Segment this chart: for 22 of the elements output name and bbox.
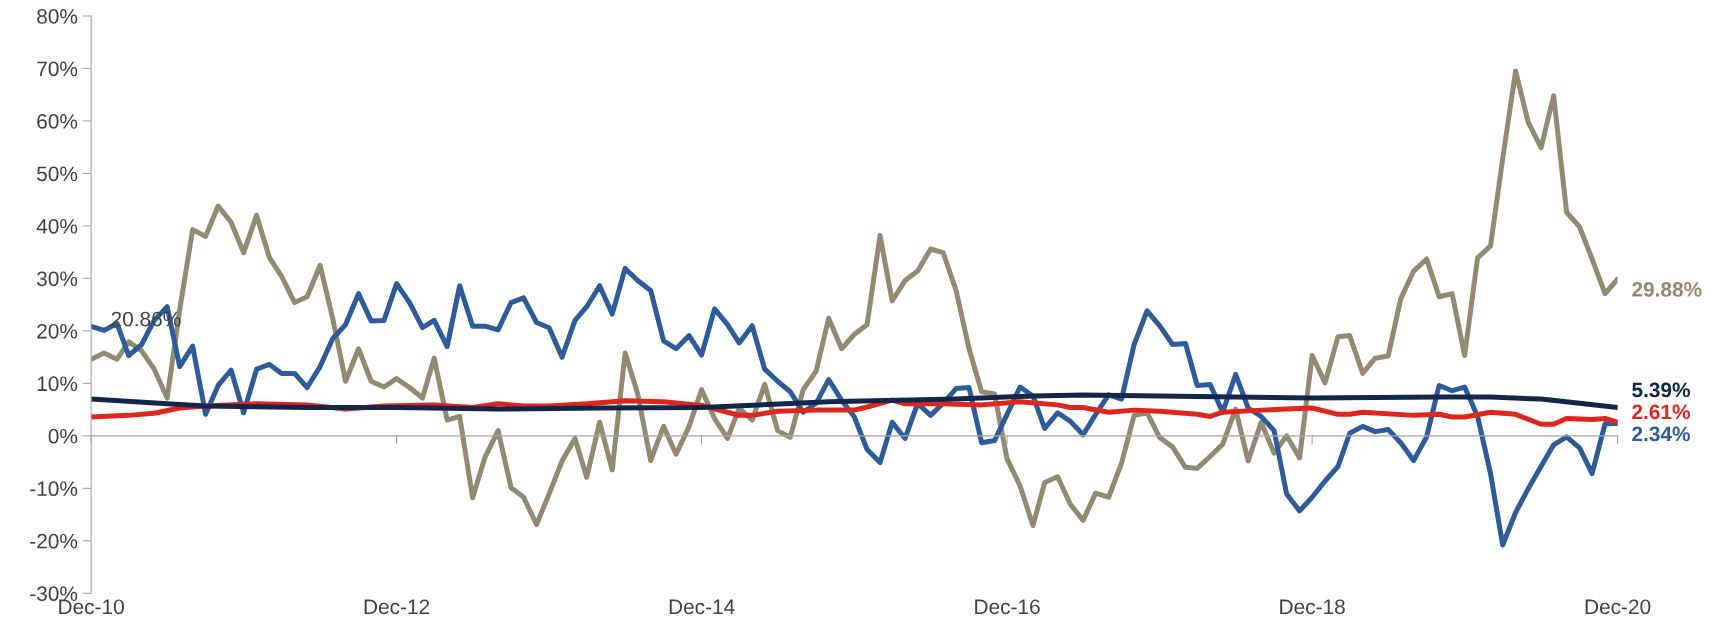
- y-tick-label: 80%: [37, 9, 78, 24]
- x-tick-label: Dec-10: [59, 599, 124, 615]
- x-tick-label: Dec-14: [669, 599, 735, 615]
- y-tick-label: -30%: [30, 586, 78, 602]
- y-tick-label: 10%: [37, 376, 78, 392]
- y-tick-label: -10%: [30, 481, 78, 497]
- y-tick-label: 20%: [37, 323, 78, 339]
- y-tick-label: 30%: [37, 271, 78, 287]
- y-tick-label: 40%: [36, 218, 78, 234]
- y-tick-label: 50%: [37, 166, 78, 182]
- data-label: 2.61%: [1632, 404, 1690, 420]
- x-tick-label: Dec-18: [1280, 599, 1345, 615]
- y-tick-label: 0%: [48, 428, 78, 444]
- x-tick-label: Dec-16: [975, 599, 1040, 615]
- data-label: 29.88%: [1632, 282, 1702, 297]
- y-tick-label: 70%: [37, 61, 78, 77]
- x-tick-label: Dec-12: [364, 599, 430, 615]
- y-tick-label: 60%: [37, 113, 78, 129]
- data-label: 5.39%: [1632, 382, 1690, 398]
- x-tick-label: Dec-20: [1585, 599, 1651, 615]
- y-tick-label: -20%: [30, 533, 78, 549]
- data-label: 2.34%: [1632, 426, 1690, 442]
